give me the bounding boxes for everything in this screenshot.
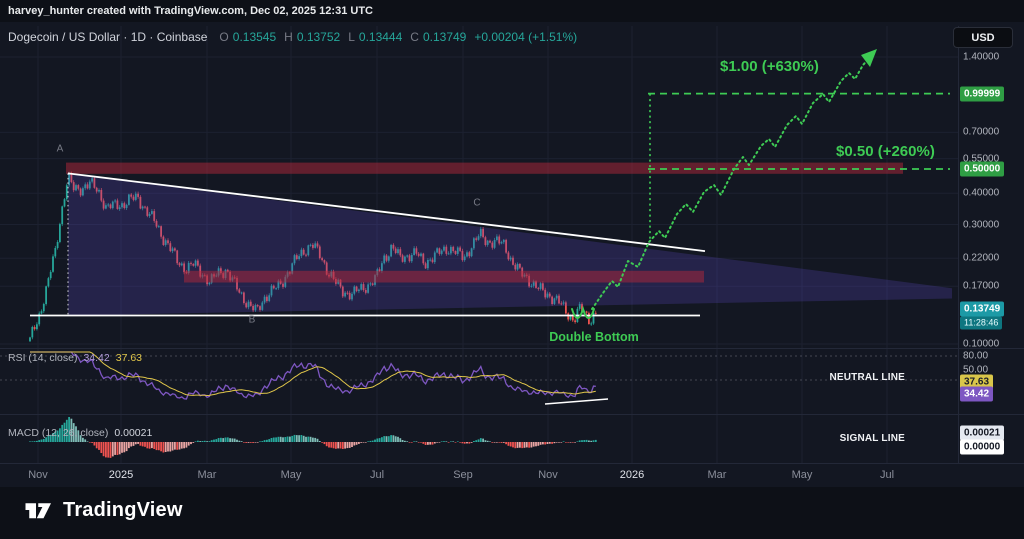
- symbol-title[interactable]: Dogecoin / US Dollar · 1D · Coinbase: [8, 30, 208, 44]
- indicator-value-badge: 37.63: [960, 374, 994, 390]
- tradingview-logo-icon: [25, 503, 51, 519]
- target-label-1-dollar[interactable]: $1.00 (+630%): [720, 58, 819, 75]
- price-tick: 0.10000: [963, 338, 1000, 350]
- target-price-badge: 0.50000: [960, 161, 1005, 177]
- close-value: 0.13749: [422, 30, 467, 44]
- last-price-badge: 0.13749: [960, 301, 1005, 317]
- currency-toggle-usd[interactable]: USD: [953, 27, 1013, 48]
- rsi-title: RSI (14, close): [8, 352, 78, 364]
- time-tick: May: [791, 469, 813, 481]
- low-label: L: [348, 30, 355, 44]
- time-tick: Sep: [453, 469, 473, 481]
- target-price-badge: 0.99999: [960, 86, 1005, 102]
- price-axis[interactable]: 1.40000 0.99999 0.70000 0.55000 0.50000 0.400…: [958, 0, 1024, 463]
- price-tick: 0.30000: [963, 219, 1000, 230]
- tradingview-logo[interactable]: TradingView: [24, 497, 183, 523]
- price-tick: 1.40000: [963, 51, 1000, 63]
- neutral-line-label: NEUTRAL LINE: [829, 372, 905, 383]
- pivot-label-b: B: [248, 314, 256, 326]
- time-tick: Jul: [879, 469, 895, 481]
- high-value: 0.13752: [296, 30, 341, 44]
- attribution-text: harvey_hunter created with TradingView.c…: [0, 0, 1024, 22]
- price-tick: 0.22000: [963, 252, 1000, 264]
- low-value: 0.13444: [358, 30, 403, 44]
- rsi-value: 34.42: [83, 352, 110, 364]
- time-tick: Nov: [28, 469, 48, 481]
- open-value: 0.13545: [232, 30, 277, 44]
- bar-countdown: 11:28:46: [960, 316, 1003, 330]
- price-tick: 0.40000: [963, 187, 1000, 199]
- price-tick: 0.17000: [963, 280, 1000, 292]
- pivot-label-a: A: [56, 143, 64, 155]
- time-tick: 2025: [108, 469, 134, 481]
- change-value: +0.00204 (+1.51%): [474, 30, 578, 44]
- price-tick: 0.55000: [963, 153, 1000, 165]
- time-tick: Mar: [197, 469, 217, 481]
- indicator-value-badge: 34.42: [960, 386, 994, 402]
- time-axis[interactable]: Nov 2025 Mar May Jul Sep Nov 2026 Mar May Jul: [0, 463, 958, 487]
- signal-line-label: SIGNAL LINE: [839, 433, 905, 444]
- indicator-tick: 80.00: [963, 350, 989, 362]
- rsi-indicator-label[interactable]: RSI (14, close) 34.42 37.63: [8, 352, 142, 364]
- macd-title: MACD (12, 26, close): [8, 427, 109, 439]
- double-bottom-label[interactable]: Double Bottom: [549, 330, 639, 344]
- open-label: O: [219, 30, 229, 44]
- bottom-bar: [0, 487, 1024, 539]
- symbol-header: Dogecoin / US Dollar · 1D · Coinbase O 0…: [8, 30, 577, 44]
- price-tick: 0.70000: [963, 126, 1000, 138]
- indicator-tick: 50.00: [963, 364, 989, 376]
- time-tick: Mar: [707, 469, 727, 481]
- close-label: C: [410, 30, 419, 44]
- time-tick: May: [280, 469, 302, 481]
- macd-indicator-label[interactable]: MACD (12, 26, close) 0.00021: [8, 427, 152, 439]
- pivot-label-c: C: [473, 197, 481, 209]
- rsi-ma-value: 37.63: [115, 352, 143, 364]
- macd-value: 0.00021: [114, 427, 153, 439]
- time-tick: 2026: [619, 469, 645, 481]
- indicator-value-badge: 0.00000: [960, 439, 1005, 455]
- high-label: H: [284, 30, 293, 44]
- time-tick: Nov: [538, 469, 558, 481]
- time-tick: Jul: [369, 469, 385, 481]
- tradingview-logo-text: TradingView: [63, 498, 183, 521]
- indicator-value-badge: 0.00021: [960, 425, 1005, 441]
- target-label-50-cent[interactable]: $0.50 (+260%): [836, 143, 935, 160]
